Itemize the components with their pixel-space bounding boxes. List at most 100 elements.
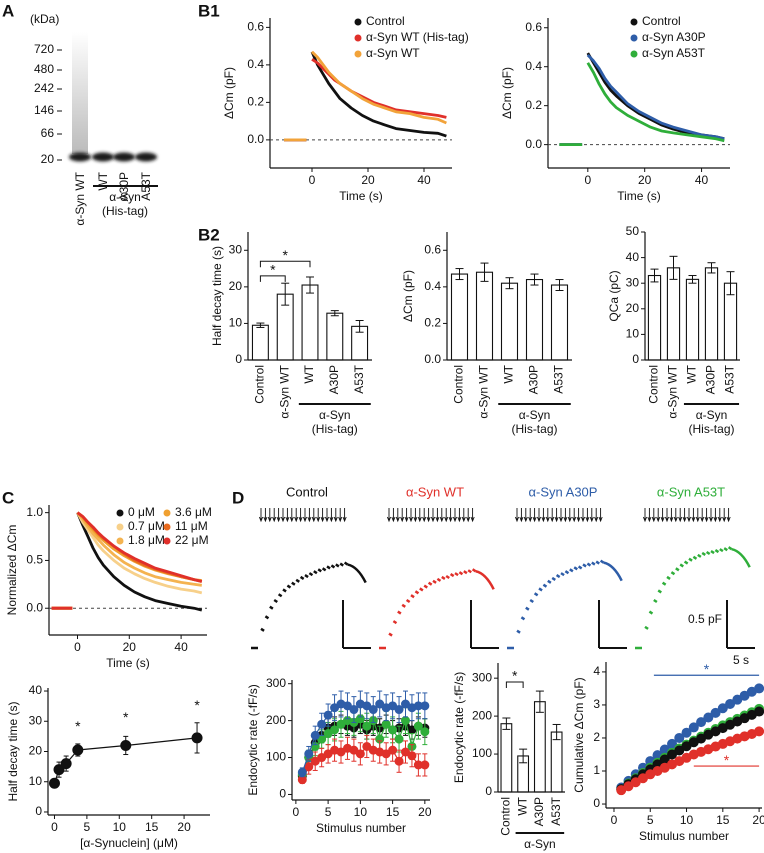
point (400, 716, 410, 726)
trace-step (414, 590, 420, 595)
trace-step (264, 615, 270, 620)
trace-step (723, 547, 728, 552)
annotation: * (75, 718, 81, 734)
x-tick-label: 40 (174, 640, 188, 654)
y-tick-label: 0 (235, 352, 242, 366)
stimulus-arrow (320, 508, 325, 523)
trace-step (419, 587, 424, 592)
trace-tail (603, 561, 623, 582)
stimulus-arrow (466, 508, 471, 523)
y-tick-label: 0.4 (424, 279, 441, 293)
y-tick-label: 0.6 (424, 242, 441, 256)
y-tick-label: 0.5 (26, 553, 43, 567)
bar (500, 723, 513, 793)
y-tick-label: 0.0 (525, 137, 542, 151)
trace-step (653, 598, 658, 604)
trace-tail (475, 570, 495, 590)
x-tick-label: 15 (386, 805, 400, 819)
x-tick-label: A53T (552, 364, 566, 393)
x-tick-label: α-Syn WT (277, 364, 291, 418)
stimulus-arrow (691, 508, 696, 523)
y-tick-label: 200 (266, 713, 286, 727)
stimulus-arrow (329, 508, 334, 523)
y-tick-label: 300 (266, 676, 286, 690)
trace-step (516, 629, 521, 634)
trace-step (471, 568, 477, 573)
stimulus-arrow (338, 508, 343, 523)
stimulus-arrow (258, 508, 264, 523)
trace-step (529, 598, 534, 604)
series-line (559, 52, 725, 146)
stimulus-arrow (528, 508, 533, 523)
y-axis-label: ΔCm (pF) (401, 270, 415, 322)
y-tick-label: 0.2 (525, 98, 542, 112)
trace-step (282, 588, 287, 593)
point (355, 749, 365, 759)
y-tick-label: 30 (229, 242, 243, 256)
y-axis-label: Cumulative ΔCm (pF) (572, 677, 586, 792)
y-axis-label: Half decay time (s) (6, 701, 20, 801)
y-tick-label: 1.0 (26, 505, 43, 519)
x-axis-label: Time (s) (106, 656, 150, 670)
y-tick-label: 0.6 (525, 20, 542, 34)
legend-label: 11 μM (175, 519, 208, 533)
bar (450, 273, 469, 361)
stimulus-arrow (452, 508, 458, 523)
scale-label-x: 5 s (733, 653, 749, 667)
legend-label: 0.7 μM (128, 519, 165, 533)
point (53, 764, 65, 776)
trace-step (599, 559, 605, 564)
trace-step (463, 570, 468, 575)
trace-step (299, 575, 305, 581)
stimulus-arrow (391, 508, 396, 523)
y-axis-label: Half decay time (s) (210, 246, 224, 346)
stimulus-arrow (554, 508, 559, 523)
x-axis-label: Time (s) (617, 189, 661, 203)
stimulus-arrow (567, 508, 572, 523)
stimulus-arrow (572, 508, 577, 523)
y-axis-label: QCa (pC) (607, 270, 621, 321)
x-tick-label: A53T (352, 364, 366, 393)
x-tick-label: 5 (325, 805, 332, 819)
x-tick-label: 20 (752, 813, 764, 827)
trace-step (675, 567, 680, 572)
stimulus-arrow (541, 508, 546, 523)
y-tick-label: 4 (593, 664, 600, 678)
bar (326, 312, 344, 361)
stimulus-arrow (656, 508, 661, 523)
annotation: * (724, 752, 730, 768)
group-label: (His-tag) (511, 422, 557, 436)
blot-band (92, 152, 114, 162)
point (381, 719, 391, 729)
y-tick-label: 10 (29, 774, 43, 788)
stimulus-arrow (664, 508, 670, 523)
x-tick-label: 0 (51, 820, 58, 834)
series-line (51, 511, 203, 610)
trace-step (295, 578, 300, 583)
x-axis-label: [α-Synuclein] (μM) (80, 836, 178, 850)
x-axis-label: Stimulus number (316, 821, 406, 835)
x-axis-label: Stimulus number (639, 829, 729, 843)
stimulus-arrow (280, 508, 286, 523)
y-tick-label: 0.4 (247, 57, 264, 71)
y-tick-label: 3 (593, 697, 600, 711)
legend-swatch (116, 509, 124, 517)
significance-bracket (259, 275, 286, 282)
stimulus-arrow (576, 508, 581, 523)
series-line (559, 54, 725, 146)
stimulus-arrow (386, 508, 392, 523)
point (317, 719, 327, 729)
significance-bracket (259, 260, 311, 268)
legend-label: 0 μM (128, 505, 155, 519)
stimulus-arrow (558, 508, 564, 523)
y-tick-label: 100 (472, 746, 492, 760)
y-tick-label: 50 (626, 224, 640, 238)
x-tick-label: 20 (177, 820, 191, 834)
trace-step (313, 570, 318, 575)
bar (550, 731, 563, 793)
stimulus-arrow (651, 508, 656, 523)
x-tick-label: 40 (417, 173, 431, 187)
trace-step (260, 627, 265, 632)
significance-bracket (505, 681, 524, 688)
trace-title: α-Syn WT (406, 484, 464, 499)
